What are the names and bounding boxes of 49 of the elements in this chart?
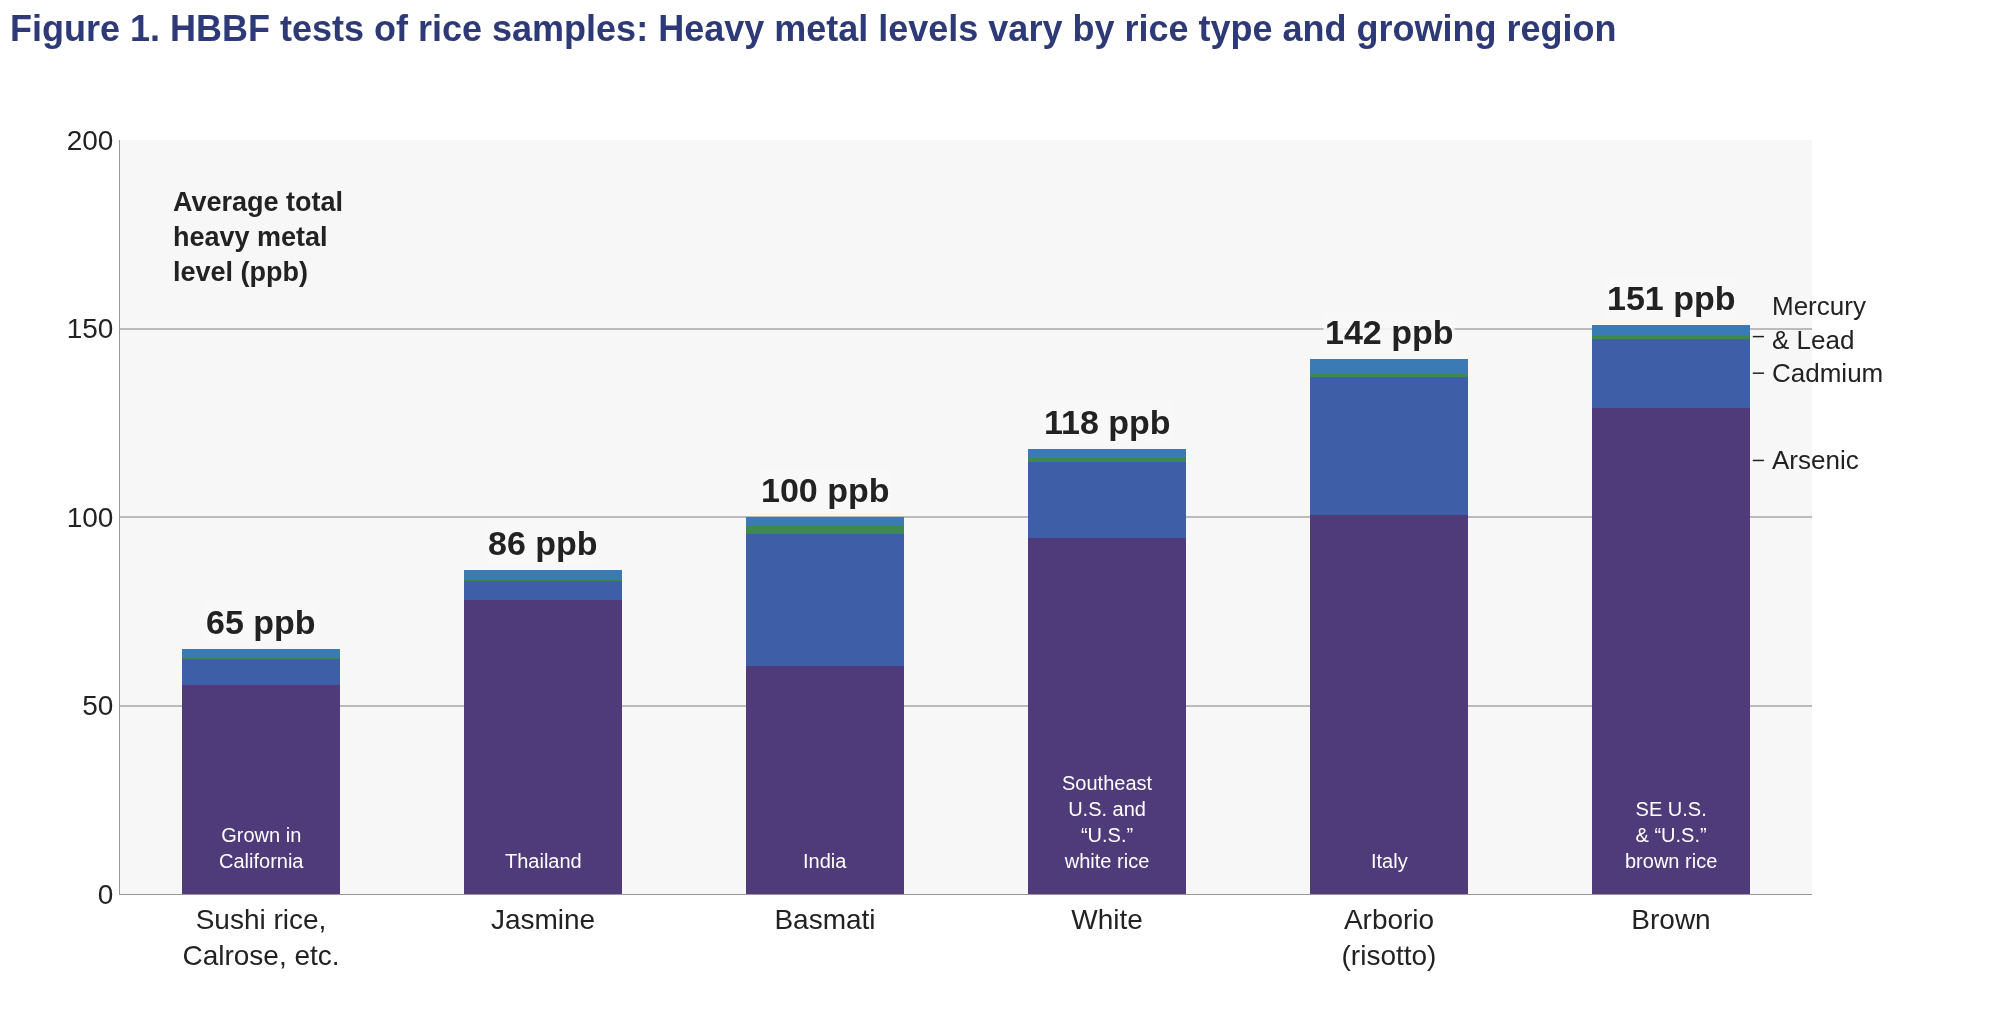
- annotation: India: [803, 850, 848, 872]
- annotation: Thailand: [505, 850, 582, 872]
- x-tick-label: Jasmine: [490, 903, 596, 935]
- y-tick-label: 100: [66, 501, 114, 533]
- annotation: Grown in California: [219, 824, 305, 872]
- bar: [746, 533, 904, 666]
- bar: [182, 659, 340, 686]
- bar: [464, 569, 622, 579]
- total-label: 86 ppb: [488, 524, 598, 562]
- x-tick-label: Basmati: [774, 903, 876, 935]
- y-tick-label: 0: [97, 878, 114, 910]
- bar: [464, 599, 622, 894]
- total-label: 142 ppb: [1325, 313, 1454, 351]
- bar: [1028, 449, 1186, 458]
- y-tick-label: 50: [82, 690, 114, 722]
- x-tick-label: White: [1071, 903, 1143, 935]
- bar: [1592, 334, 1750, 339]
- bar: [746, 526, 904, 534]
- total-label: 118 ppb: [1044, 403, 1171, 441]
- y-tick-label: 200: [66, 124, 114, 156]
- bar: [1310, 515, 1468, 894]
- bar: [746, 517, 904, 527]
- bar: [1592, 324, 1750, 335]
- annotation: Southeast U.S. and “U.S.” white rice: [1062, 772, 1153, 872]
- y-tick-label: 150: [66, 313, 114, 345]
- x-tick-label: Brown: [1631, 903, 1711, 935]
- total-label: 65 ppb: [206, 603, 316, 641]
- bar: [1592, 407, 1750, 894]
- total-label: 151 ppb: [1607, 279, 1736, 317]
- bar: [1310, 374, 1468, 377]
- chart-title: Figure 1. HBBF tests of rice samples: Heavy metal levels vary by rice type and growing region: [9, 7, 1617, 49]
- series-label: Mercury & Lead: [1772, 291, 1866, 355]
- total-label: 100 ppb: [761, 471, 890, 509]
- x-tick-label: Sushi rice, Calrose, etc.: [182, 903, 340, 971]
- bar: [1028, 537, 1186, 894]
- bar: [1028, 462, 1186, 538]
- bar: [1592, 338, 1750, 408]
- bar: [182, 685, 340, 894]
- bar: [1310, 358, 1468, 375]
- x-tick-label: Arborio (risotto): [1341, 903, 1437, 971]
- bar: [746, 665, 904, 894]
- bar: [464, 581, 622, 600]
- annotation: Italy: [1371, 850, 1408, 872]
- series-label: Arsenic: [1772, 445, 1859, 475]
- bar: [182, 648, 340, 657]
- bar: [1310, 376, 1468, 516]
- annotation: Average total heavy metal level (ppb): [173, 187, 344, 288]
- series-label: Cadmium: [1772, 358, 1884, 388]
- annotation: SE U.S. & “U.S.” brown rice: [1625, 798, 1718, 872]
